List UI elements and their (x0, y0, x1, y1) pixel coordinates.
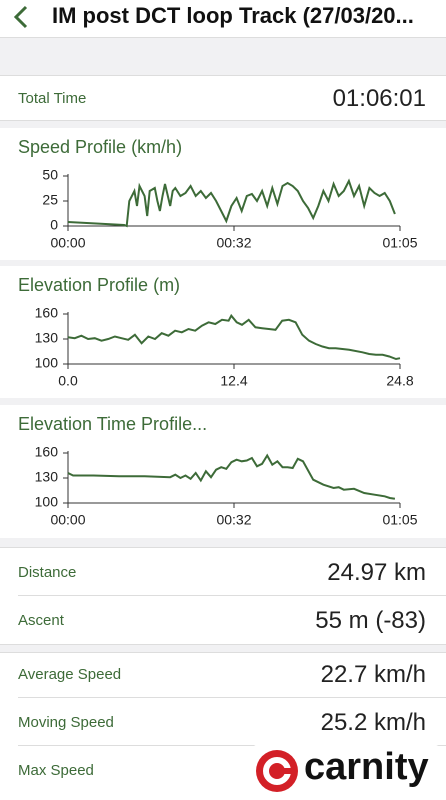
separator (18, 745, 446, 746)
y-tick-label: 0 (50, 217, 58, 233)
value: 55 m (-83) (315, 607, 426, 634)
y-tick-label: 130 (35, 469, 59, 485)
label: Max Speed (18, 762, 94, 779)
data-line (67, 313, 401, 361)
x-tick-label: 00:32 (216, 512, 251, 528)
x-tick-label: 12.4 (220, 373, 247, 389)
card (0, 128, 446, 260)
separator (18, 595, 446, 596)
chart-title: Elevation Time Profile... (18, 414, 207, 434)
card (0, 405, 446, 538)
nav-bar: IM post DCT loop Track (27/03/20... (0, 0, 446, 38)
x-tick-label: 01:05 (382, 235, 417, 251)
x-tick-label: 00:00 (50, 235, 85, 251)
data-line (67, 178, 396, 228)
y-tick-label: 50 (42, 167, 58, 183)
value: 24.97 km (327, 559, 426, 586)
chart-title: Elevation Profile (m) (18, 275, 180, 295)
x-tick-label: 01:05 (382, 512, 417, 528)
stats-group: Distance 24.97 km Ascent 55 m (-83) (0, 547, 446, 645)
y-tick-label: 100 (35, 355, 59, 371)
data-line (67, 453, 396, 500)
logo (256, 750, 298, 792)
label: Total Time (18, 90, 87, 107)
charts: Speed Profile (km/h) 0 25 50 00:00 00:32 01:05… (18, 137, 418, 528)
value: 25.2 km/h (320, 709, 426, 736)
x-tick-label: 00:00 (50, 512, 85, 528)
brand: carnity (304, 746, 429, 788)
y-tick-label: 100 (35, 494, 59, 510)
value: 01:06:01 (332, 85, 426, 112)
label: Ascent (18, 612, 64, 629)
x-tick-label: 24.8 (386, 373, 413, 389)
chart-title: Speed Profile (km/h) (18, 137, 182, 157)
label: Average Speed (18, 666, 122, 683)
title: IM post DCT loop Track (27/03/20... (52, 3, 414, 28)
x-tick-label: 00:32 (216, 235, 251, 251)
total-time-row: Total Time 01:06:01 (0, 75, 446, 121)
label: Moving Speed (18, 714, 114, 731)
y-tick-label: 130 (35, 330, 59, 346)
y-tick-label: 25 (42, 192, 58, 208)
y-tick-label: 160 (35, 444, 59, 460)
card (0, 266, 446, 398)
y-tick-label: 160 (35, 305, 59, 321)
watermark: carnity (250, 744, 442, 798)
separator (18, 697, 446, 698)
label: Distance (18, 564, 77, 581)
x-tick-label: 0.0 (58, 373, 78, 389)
back-button[interactable] (10, 4, 32, 30)
value: 22.7 km/h (320, 661, 426, 688)
